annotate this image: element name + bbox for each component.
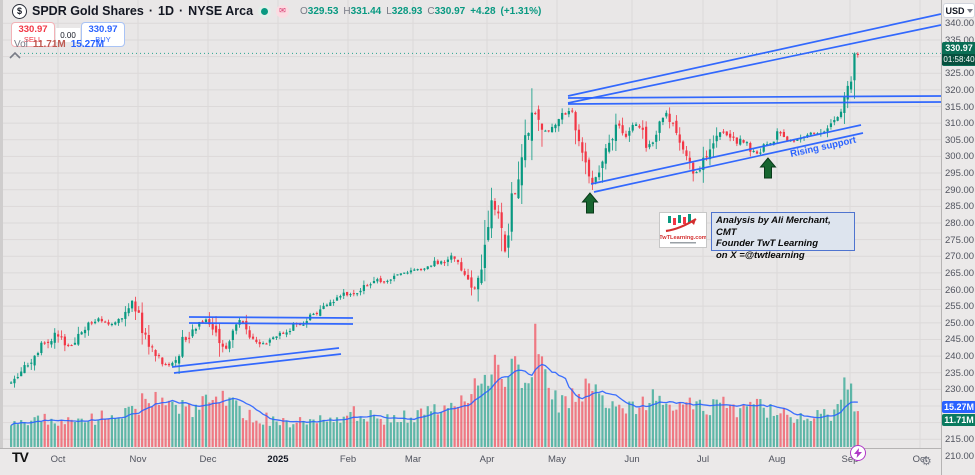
side-toolbar-edge (0, 0, 3, 475)
ohlc-values: O329.53 H331.44 L328.93 C330.97 +4.28 (+… (300, 5, 542, 17)
time-tick-label: Mar (404, 454, 422, 465)
price-tick-label: 280.00 (945, 217, 975, 229)
time-tick-label: Sep (841, 454, 859, 465)
bar-countdown: 01:58:40 (942, 54, 975, 66)
separator: · (179, 4, 184, 18)
change-value: +4.28 (470, 5, 496, 17)
change-percent: (+1.31%) (500, 5, 542, 17)
volume-ma-line (10, 363, 858, 426)
price-tick-label: 335.00 (945, 34, 975, 46)
annotation-line-1: Analysis by Ali Merchant, CMT (716, 215, 831, 238)
volume-bars (10, 323, 859, 447)
price-tick-label: 210.00 (945, 450, 975, 462)
flash-icon[interactable] (850, 445, 866, 461)
last-price-badge: 330.97 01:58:40 (942, 42, 975, 67)
sell-button[interactable]: 330.97 SELL (11, 22, 55, 47)
price-tick-label: 250.00 (945, 317, 975, 329)
price-tick-label: 260.00 (945, 284, 975, 296)
price-tick-label: 310.00 (945, 118, 975, 130)
tradingview-logo[interactable]: TV (12, 449, 29, 465)
price-tick-label: 245.00 (945, 334, 975, 346)
price-axis[interactable]: USD 340.00 335.00 325.00 320.00 315.00 310.00… (941, 0, 975, 475)
trendline-base-resistance-bottom[interactable] (188, 322, 354, 325)
price-tick-label: 340.00 (945, 18, 975, 30)
timeframe[interactable]: 1D (158, 4, 174, 18)
symbol-logo: $ (12, 3, 27, 19)
price-tick-label: 240.00 (945, 351, 975, 363)
logo-text: TwTLearning.com (660, 235, 706, 241)
caret-down-icon (966, 8, 973, 13)
analysis-annotation[interactable]: TwTLearning.com Analysis by Ali Merchant… (659, 212, 855, 261)
market-status-icon[interactable] (258, 4, 272, 18)
trendline-rising-support-bottom[interactable] (593, 132, 864, 193)
candles (10, 52, 859, 388)
time-tick-label: Nov (129, 454, 147, 465)
volume-ma-badge: 15.27M (942, 401, 975, 413)
exchange: NYSE Arca (188, 4, 254, 18)
price-tick-label: 270.00 (945, 251, 975, 263)
settings-gear-icon[interactable]: ⚙ (921, 454, 932, 468)
annotation-text-box: Analysis by Ali Merchant, CMT Founder Tw… (711, 212, 855, 261)
time-tick-label: Apr (479, 454, 495, 465)
chevron-up-icon[interactable] (8, 51, 22, 60)
price-tick-label: 255.00 (945, 301, 975, 313)
price-tick-label: 295.00 (945, 168, 975, 180)
time-tick-label: Jun (624, 454, 640, 465)
price-tick-label: 230.00 (945, 384, 975, 396)
arrow-drawings[interactable] (581, 157, 777, 214)
time-tick-label: Aug (768, 454, 786, 465)
price-tick-label: 285.00 (945, 201, 975, 213)
up-arrow-marker-2 (759, 157, 777, 179)
currency-selector-button[interactable]: USD (943, 3, 975, 18)
price-tick-label: 215.00 (945, 434, 975, 446)
time-axis[interactable]: Oct Nov Dec 2025 Feb Mar Apr May Jun Jul Aug Sep Oct (0, 448, 941, 475)
notification-icon[interactable]: ✉ (276, 4, 290, 18)
price-tick-label: 265.00 (945, 267, 975, 279)
time-tick-label: Jul (696, 454, 710, 465)
time-tick-label: 2025 (267, 454, 289, 465)
annotation-line-2: Founder TwT Learning (716, 238, 819, 249)
trendline-base-rising-bottom[interactable] (173, 353, 342, 374)
trendline-resistance-top[interactable] (567, 95, 941, 99)
volume-value: 11.71M (32, 39, 66, 50)
separator: · (148, 4, 154, 18)
time-tick-label: Feb (339, 454, 357, 465)
spread-value: 0.00 (56, 28, 80, 42)
time-tick-label: Oct (50, 454, 66, 465)
time-tick-label: May (548, 454, 566, 465)
symbol-legend: $ SPDR Gold Shares · 1D · NYSE Arca ✉ O3… (12, 3, 541, 19)
price-tick-label: 300.00 (945, 151, 975, 163)
twt-learning-logo: TwTLearning.com (659, 212, 707, 248)
time-tick-label: Dec (199, 454, 217, 465)
buy-button[interactable]: 330.97 BUY (81, 22, 125, 47)
price-tick-label: 235.00 (945, 367, 975, 379)
trendline-rising-support-top[interactable] (590, 124, 862, 185)
price-tick-label: 325.00 (945, 68, 975, 80)
price-tick-label: 315.00 (945, 101, 975, 113)
price-tick-label: 290.00 (945, 184, 975, 196)
trendline-base-resistance-top[interactable] (188, 316, 354, 319)
trendline-drawings[interactable] (171, 13, 941, 374)
trendline-base-rising-top[interactable] (171, 347, 340, 368)
volume-ma-value: 15.27M (70, 39, 105, 50)
symbol-title[interactable]: SPDR Gold Shares (32, 4, 144, 18)
volume-badge: 11.71M (942, 414, 975, 426)
trendline-upper-channel-bottom[interactable] (567, 24, 941, 104)
trendline-resistance-bottom[interactable] (567, 101, 941, 105)
trendline-upper-channel-top[interactable] (567, 13, 941, 97)
price-tick-label: 320.00 (945, 84, 975, 96)
annotation-line-3: on X =@twtlearning (716, 249, 805, 261)
up-arrow-marker-1 (581, 192, 599, 214)
price-tick-label: 275.00 (945, 234, 975, 246)
time-tick-label: Oct (912, 454, 928, 465)
volume-legend: Vol 11.71M 15.27M (14, 39, 105, 50)
price-tick-label: 305.00 (945, 134, 975, 146)
green-dot-icon (261, 7, 269, 15)
